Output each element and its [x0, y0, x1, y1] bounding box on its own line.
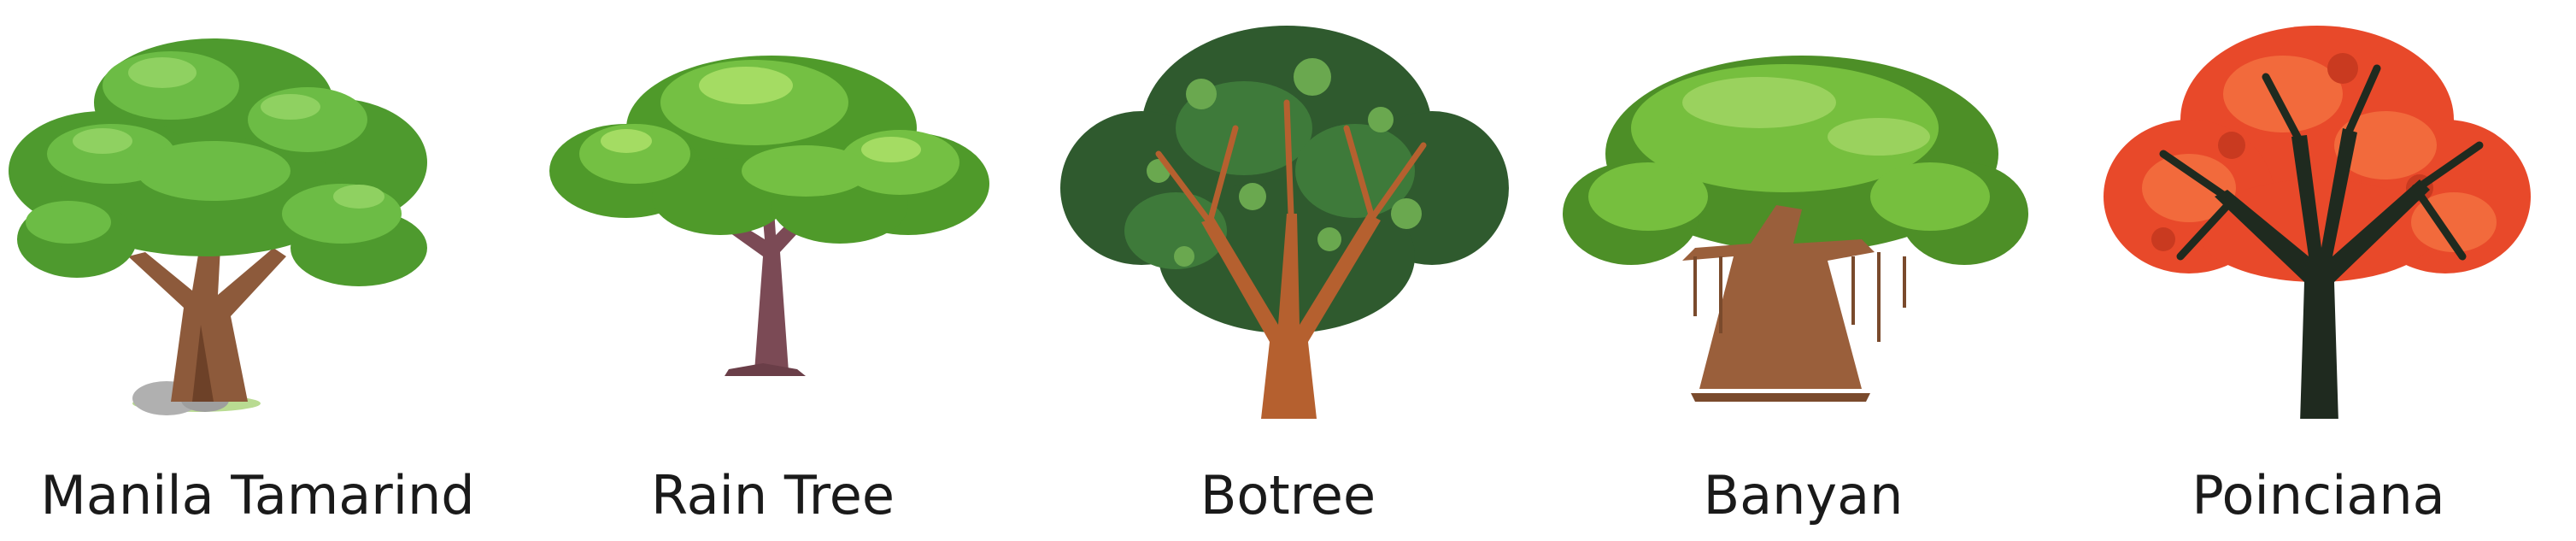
tree-name-label: Rain Tree [650, 464, 895, 526]
tree-name-label: Manila Tamarind [40, 464, 475, 526]
rain-tree-icon [549, 56, 989, 376]
manila-tamarind-tree-icon [9, 38, 427, 415]
banyan-tree-icon [1563, 56, 2028, 402]
tree-card-banyan: Banyan [1546, 0, 2061, 541]
tree-card-poinciana: Poinciana [2061, 0, 2576, 541]
tree-name-label: Botree [1200, 464, 1376, 526]
tree-card-botree: Botree [1030, 0, 1546, 541]
tree-name-label: Banyan [1703, 464, 1904, 526]
botree-icon [1060, 26, 1509, 419]
poinciana-tree-icon [2104, 26, 2531, 419]
tree-card-rain-tree: Rain Tree [515, 0, 1030, 541]
tree-card-manila-tamarind: Manila Tamarind [0, 0, 515, 541]
tree-name-label: Poinciana [2192, 464, 2445, 526]
